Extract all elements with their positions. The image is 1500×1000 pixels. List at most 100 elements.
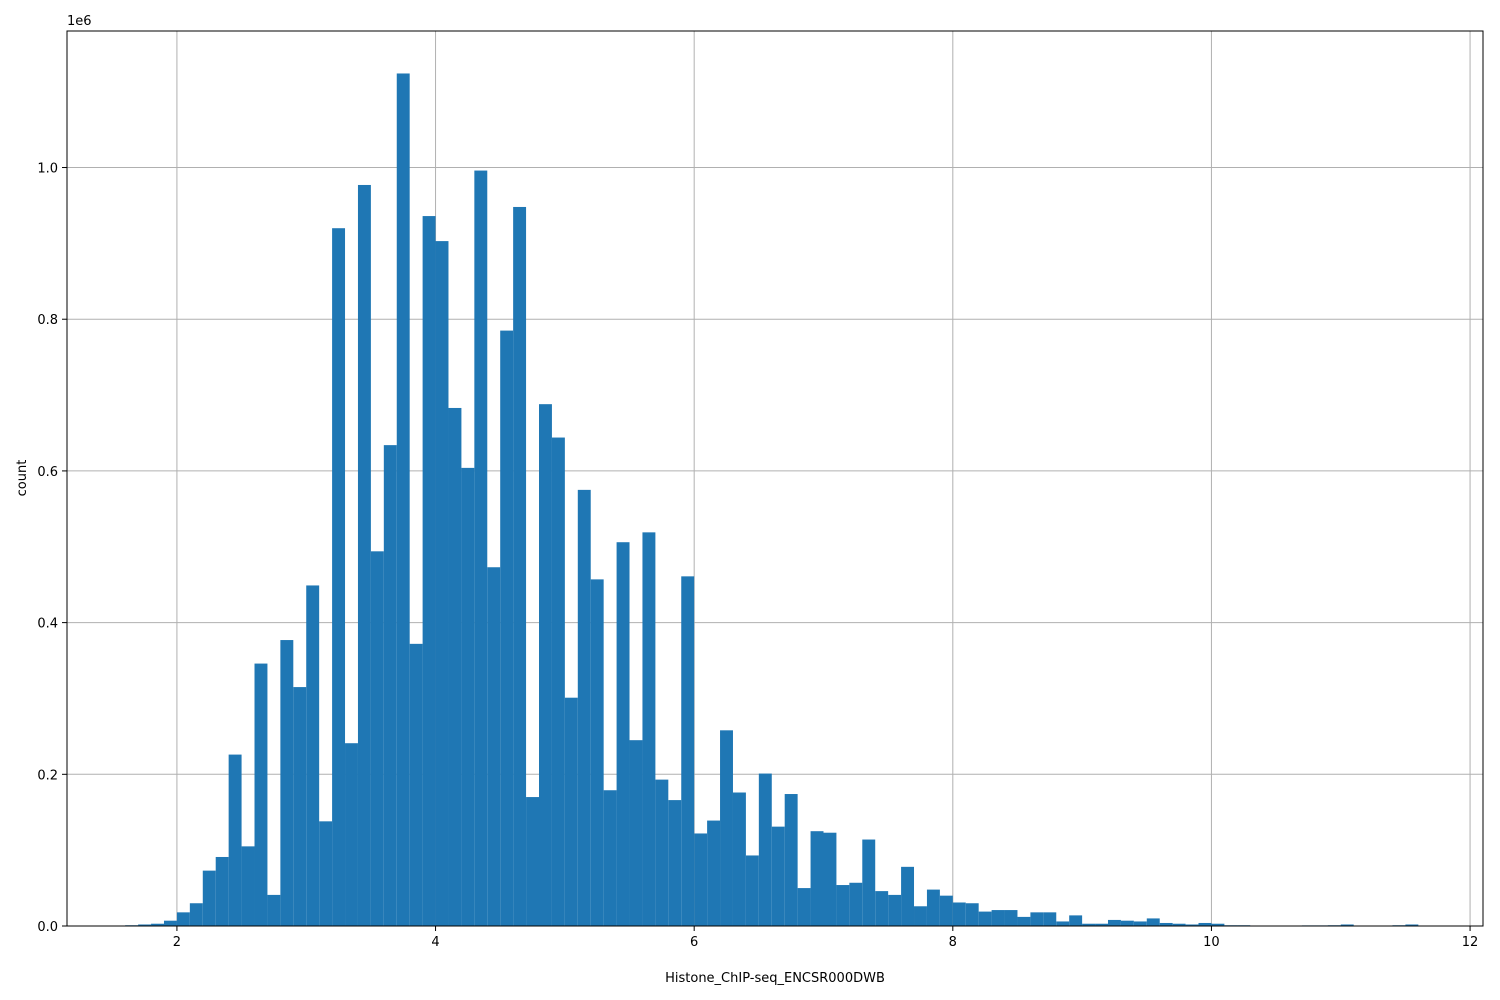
histogram-bar	[1056, 921, 1070, 926]
histogram-bar	[1004, 910, 1018, 926]
histogram-bar	[732, 792, 746, 926]
histogram-bar	[784, 794, 798, 926]
histogram-bar	[435, 241, 449, 926]
histogram-bar	[875, 891, 889, 926]
histogram-bar	[590, 579, 604, 926]
histogram-bar	[345, 743, 358, 926]
histogram-bar	[526, 797, 539, 926]
histogram-bar	[332, 228, 346, 927]
x-tick-label: 6	[690, 935, 698, 950]
histogram-bar	[228, 754, 242, 926]
histogram-bar	[138, 924, 152, 926]
histogram-bar	[771, 826, 785, 926]
histogram-bar	[914, 906, 927, 926]
histogram-bar	[694, 833, 708, 926]
histogram-bar	[1082, 923, 1096, 926]
histogram-bar	[1340, 924, 1354, 926]
histogram-bar	[668, 800, 682, 926]
x-tick-label: 12	[1462, 935, 1479, 950]
histogram-bar	[720, 730, 733, 926]
x-tick-label: 10	[1203, 935, 1220, 950]
histogram-bar	[849, 882, 863, 926]
histogram-bar	[1198, 922, 1212, 926]
y-offset-label: 1e6	[67, 14, 92, 29]
histogram-bar	[176, 912, 190, 926]
x-axis-label: Histone_ChIP-seq_ENCSR000DWB	[665, 971, 885, 986]
histogram-bar	[1030, 912, 1044, 926]
histogram-bar	[1211, 923, 1225, 926]
histogram-bar	[862, 839, 876, 926]
histogram-bar	[758, 773, 772, 926]
histogram-bar	[901, 866, 915, 926]
histogram-bar	[1133, 921, 1147, 926]
histogram-bar	[487, 567, 501, 926]
histogram-bar	[1017, 916, 1031, 926]
y-tick-label: 0.0	[37, 920, 58, 935]
histogram-bar	[939, 895, 953, 926]
histogram-bar	[978, 911, 992, 926]
histogram-bar	[926, 889, 940, 926]
y-tick-label: 0.2	[37, 768, 58, 783]
histogram-bar	[500, 330, 514, 927]
histogram-bar	[254, 663, 268, 926]
histogram-bar	[1043, 912, 1057, 926]
histogram-bar	[655, 779, 669, 926]
histogram-bar	[1405, 924, 1419, 926]
histogram-bar	[564, 697, 578, 926]
histogram-bar	[163, 920, 177, 926]
histogram-bar	[448, 407, 462, 926]
y-tick-label: 1.0	[37, 162, 58, 177]
histogram-bar	[1146, 918, 1160, 926]
histogram-bar	[215, 856, 229, 926]
histogram-bar	[616, 542, 630, 926]
x-tick-label: 8	[949, 935, 957, 950]
histogram-bar	[797, 888, 811, 926]
x-axis-ticks: 2 4 6 8 10 12	[173, 926, 1479, 950]
histogram-bar	[952, 902, 966, 926]
histogram-bar	[810, 831, 824, 926]
histogram-bar	[1069, 915, 1083, 926]
histogram-bar	[1120, 920, 1134, 926]
histogram-bar	[280, 640, 294, 926]
histogram-bar	[267, 894, 281, 926]
histogram-bar	[151, 923, 164, 926]
histogram-bar	[1159, 922, 1173, 926]
histogram-bar	[461, 467, 475, 926]
plot-area-frame	[66, 30, 1484, 927]
histogram-bar	[422, 216, 436, 926]
histogram-bar	[474, 170, 488, 926]
histogram-bar	[306, 585, 320, 926]
histogram-bar	[513, 206, 527, 927]
histogram-bar	[202, 870, 216, 926]
histogram-bar	[1107, 919, 1121, 926]
histogram-bar	[409, 643, 423, 926]
histogram-bar	[965, 903, 979, 926]
grid-lines	[67, 31, 1483, 927]
histogram-bar	[396, 73, 410, 926]
histogram-bar	[603, 790, 617, 926]
histogram-bar	[745, 855, 759, 926]
histogram-bar	[319, 821, 333, 926]
histogram-bar	[1172, 923, 1186, 926]
histogram-bar	[357, 184, 371, 926]
y-axis-ticks: 0.0 0.2 0.4 0.6 0.8 1.0	[37, 162, 67, 935]
histogram-bars	[125, 73, 1419, 927]
histogram-bar	[1185, 924, 1199, 926]
histogram-bar	[293, 687, 307, 926]
histogram-bar	[991, 910, 1005, 926]
histogram-bar	[823, 832, 837, 926]
x-tick-label: 2	[173, 935, 181, 950]
histogram-bar	[1095, 923, 1108, 926]
histogram-bar	[707, 820, 721, 926]
histogram-bar	[577, 489, 591, 926]
y-tick-label: 0.4	[37, 617, 58, 632]
histogram-bar	[836, 885, 850, 926]
histogram-bar	[681, 576, 695, 926]
histogram-bar	[629, 740, 643, 926]
histogram-bar	[551, 437, 565, 926]
histogram-bar	[370, 551, 384, 926]
histogram-bar	[383, 445, 397, 926]
histogram-bar	[539, 404, 552, 926]
y-axis-label: count	[15, 460, 30, 497]
